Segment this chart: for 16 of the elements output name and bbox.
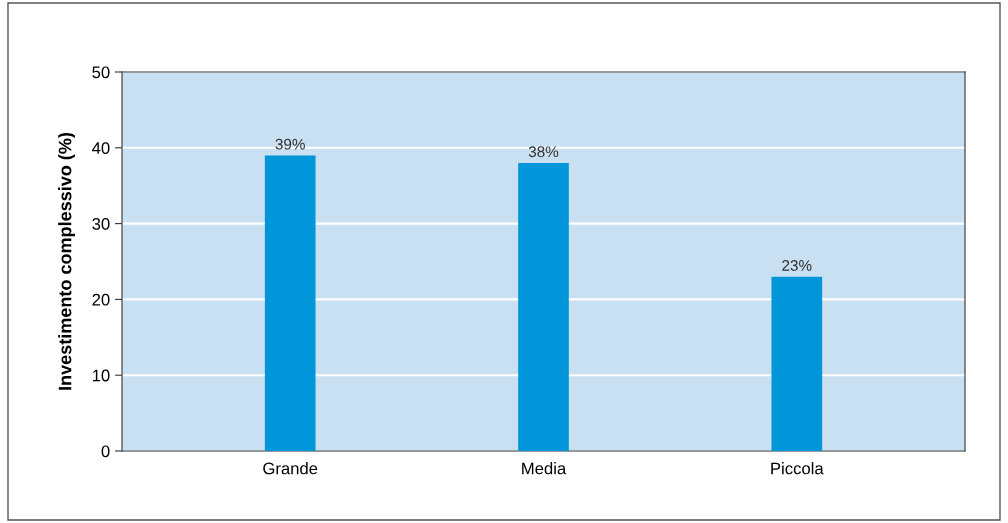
y-tick-label: 10 (92, 369, 110, 382)
data-label: 38% (528, 146, 559, 158)
y-tick-label: 40 (92, 142, 110, 154)
x-tick-label: Grande (263, 462, 318, 475)
y-tick-label: 0 (101, 445, 110, 458)
y-tick-label: 30 (92, 218, 110, 230)
x-tick-label: Piccola (771, 462, 824, 475)
y-axis-title: Investimento complessivo (%) (58, 132, 75, 390)
bar (264, 155, 316, 451)
data-label: 39% (275, 138, 305, 150)
y-tick-label: 50 (92, 66, 110, 79)
data-label: 23% (782, 260, 812, 271)
bar (518, 162, 569, 451)
x-tick-label: Media (522, 462, 567, 475)
y-tick-label: 20 (92, 293, 110, 306)
bar (771, 276, 823, 451)
